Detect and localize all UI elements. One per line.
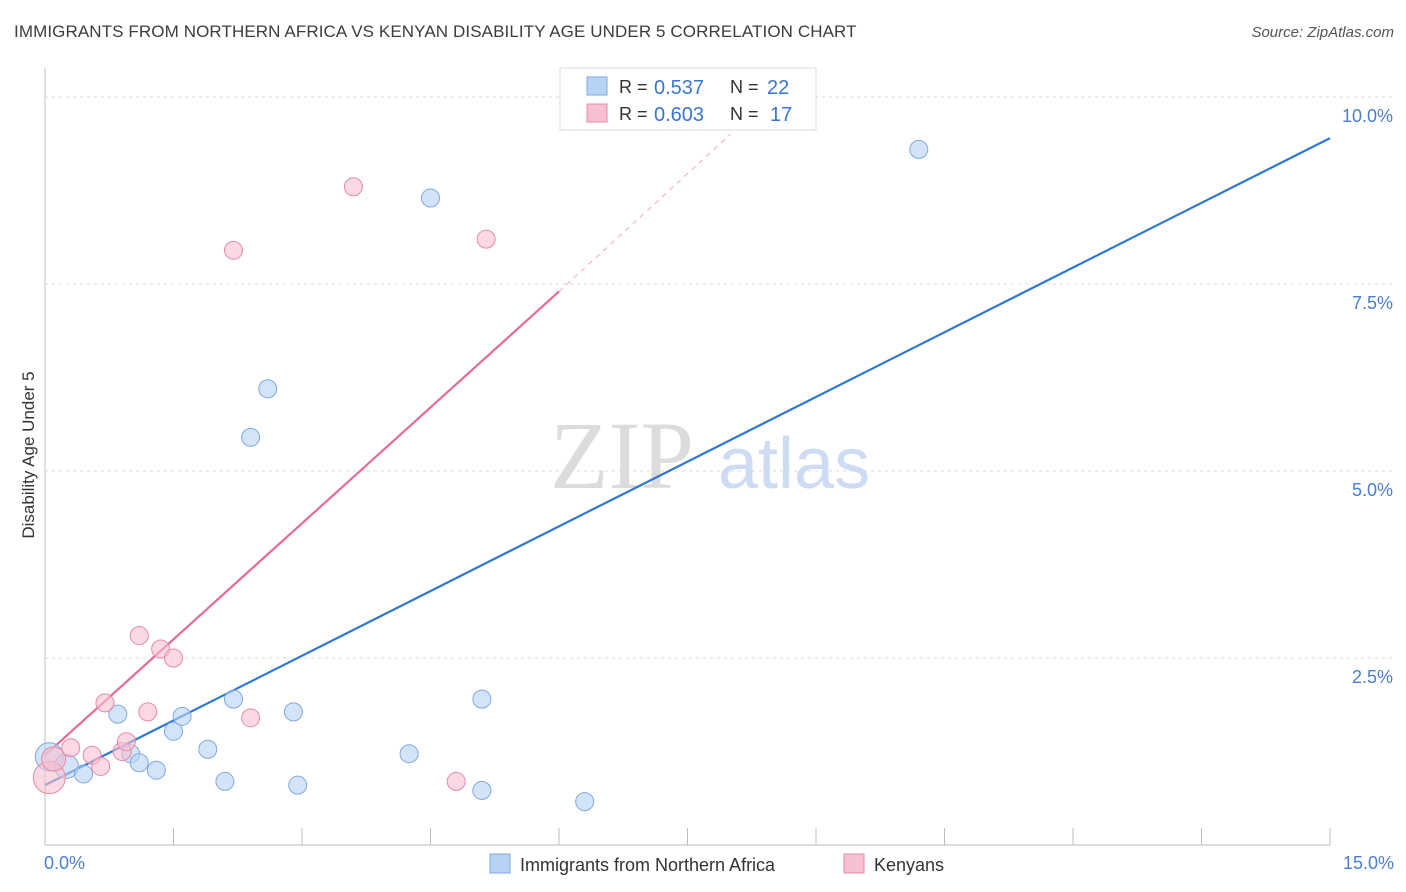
y-tick-label-3: 10.0% — [1342, 106, 1393, 126]
point-kenyans-4 — [91, 756, 111, 776]
point-kenyans-5 — [95, 693, 115, 713]
point-immigrants-13 — [258, 379, 278, 399]
trend-line-kenyans — [44, 290, 560, 757]
y-tick-label-0: 2.5% — [1352, 667, 1393, 687]
legend-r-label-1: R = — [619, 77, 648, 97]
point-immigrants-3 — [108, 704, 128, 724]
point-kenyans-14 — [343, 177, 363, 197]
point-immigrants-18 — [472, 689, 492, 709]
legend-series-label-1: Immigrants from Northern Africa — [520, 855, 776, 875]
x-tick-label-1: 15.0% — [1343, 853, 1394, 873]
legend-r-value-2: 0.603 — [654, 104, 704, 126]
y-tick-label-1: 5.0% — [1352, 480, 1393, 500]
point-kenyans-2 — [61, 738, 81, 758]
point-kenyans-16 — [476, 229, 496, 249]
point-kenyans-13 — [241, 708, 261, 728]
point-immigrants-6 — [146, 760, 166, 780]
point-immigrants-14 — [283, 702, 303, 722]
legend-series-label-2: Kenyans — [874, 855, 944, 875]
point-kenyans-9 — [138, 702, 158, 722]
legend-n-value-1: 22 — [767, 77, 789, 99]
point-kenyans-8 — [129, 626, 149, 646]
point-kenyans-15 — [446, 771, 466, 791]
legend-n-label-1: N = — [730, 77, 759, 97]
chart-title: IMMIGRANTS FROM NORTHERN AFRICA VS KENYA… — [14, 22, 857, 41]
source-label: Source: ZipAtlas.com — [1251, 24, 1394, 41]
point-immigrants-17 — [421, 188, 440, 208]
point-immigrants-2 — [74, 764, 94, 784]
point-immigrants-8 — [172, 706, 192, 726]
legend-r-value-1: 0.537 — [654, 77, 704, 99]
legend-n-label-2: N = — [730, 104, 759, 124]
point-immigrants-11 — [223, 689, 243, 709]
point-immigrants-15 — [288, 775, 308, 795]
point-immigrants-20 — [575, 792, 595, 812]
watermark: ZIP atlas — [550, 402, 870, 509]
data-points — [32, 139, 929, 812]
legend-stats: R = 0.537 N = 22 R = 0.603 N = 17 — [559, 67, 817, 131]
legend-series: Immigrants from Northern Africa Kenyans — [489, 853, 944, 875]
point-immigrants-12 — [241, 427, 261, 447]
point-kenyans-1 — [41, 746, 67, 772]
point-immigrants-5 — [129, 753, 149, 773]
trend-line-kenyans-extension — [558, 133, 731, 292]
legend-series-swatch-2 — [843, 853, 865, 874]
point-kenyans-11 — [164, 648, 183, 668]
point-immigrants-10 — [215, 771, 235, 791]
legend-r-label-2: R = — [619, 104, 648, 124]
tick-labels: 2.5% 5.0% 7.5% 10.0% 0.0% 15.0% — [44, 106, 1394, 873]
point-immigrants-7 — [164, 721, 183, 741]
point-immigrants-16 — [399, 744, 419, 764]
legend-series-swatch-1 — [489, 853, 511, 874]
x-tick-label-0: 0.0% — [44, 853, 85, 873]
legend-swatch-blue — [586, 76, 608, 96]
point-immigrants-19 — [472, 780, 492, 800]
watermark-zip: ZIP — [550, 402, 694, 509]
point-immigrants-21 — [909, 139, 929, 159]
point-kenyans-12 — [223, 240, 243, 260]
y-axis-label: Disability Age Under 5 — [19, 371, 38, 538]
point-kenyans-7 — [116, 732, 136, 752]
trend-line-immigrants — [44, 137, 1331, 787]
point-immigrants-9 — [198, 739, 218, 759]
axes — [44, 68, 1331, 846]
legend-n-value-2: 17 — [770, 104, 792, 126]
watermark-atlas: atlas — [718, 424, 870, 504]
legend-swatch-pink — [586, 103, 608, 123]
y-tick-label-2: 7.5% — [1352, 293, 1393, 313]
trend-lines — [44, 133, 1331, 787]
